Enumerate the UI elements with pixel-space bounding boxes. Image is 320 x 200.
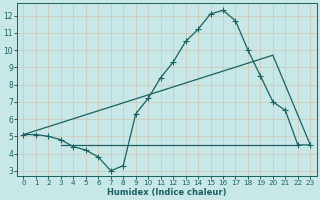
X-axis label: Humidex (Indice chaleur): Humidex (Indice chaleur) [107,188,227,197]
